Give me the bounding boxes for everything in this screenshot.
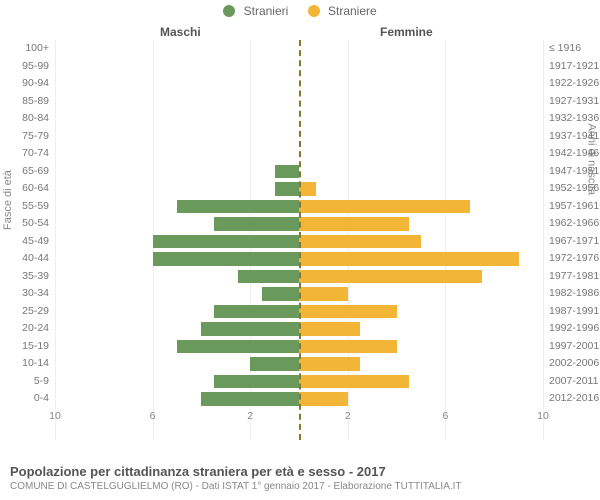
female-bar	[299, 200, 470, 214]
pyramid-chart: 100+≤ 191695-991917-192190-941922-192685…	[55, 40, 543, 440]
age-label: 95-99	[0, 58, 49, 76]
age-label: 85-89	[0, 93, 49, 111]
legend: Stranieri Straniere	[0, 4, 600, 18]
male-bar	[214, 375, 299, 389]
female-bar	[299, 375, 409, 389]
birth-label: 1957-1961	[549, 198, 600, 216]
birth-label: 1962-1966	[549, 215, 600, 233]
birth-label: 1922-1926	[549, 75, 600, 93]
age-label: 75-79	[0, 128, 49, 146]
chart-title: Popolazione per cittadinanza straniera p…	[10, 464, 594, 479]
age-label: 20-24	[0, 320, 49, 338]
male-bar	[262, 287, 299, 301]
birth-label: 2007-2011	[549, 373, 600, 391]
male-bar	[238, 270, 299, 284]
male-bar	[214, 217, 299, 231]
male-bar	[201, 322, 299, 336]
female-bar	[299, 305, 397, 319]
age-label: 65-69	[0, 163, 49, 181]
birth-label: 1982-1986	[549, 285, 600, 303]
legend-male-swatch	[223, 5, 235, 17]
age-label: 55-59	[0, 198, 49, 216]
age-label: 70-74	[0, 145, 49, 163]
birth-label: 1952-1956	[549, 180, 600, 198]
birth-label: 1967-1971	[549, 233, 600, 251]
age-label: 30-34	[0, 285, 49, 303]
x-tick-label: 10	[537, 410, 549, 422]
birth-label: 1927-1931	[549, 93, 600, 111]
x-tick-label: 10	[49, 410, 61, 422]
age-label: 25-29	[0, 303, 49, 321]
birth-label: 1942-1946	[549, 145, 600, 163]
birth-label: 1977-1981	[549, 268, 600, 286]
birth-label: 2002-2006	[549, 355, 600, 373]
male-bar	[214, 305, 299, 319]
birth-label: 1917-1921	[549, 58, 600, 76]
section-title-male: Maschi	[160, 25, 201, 39]
birth-label: 1972-1976	[549, 250, 600, 268]
chart-container: { "legend": { "male": { "label": "Strani…	[0, 0, 600, 500]
female-bar	[299, 322, 360, 336]
birth-label: 1992-1996	[549, 320, 600, 338]
male-bar	[201, 392, 299, 406]
male-bar	[250, 357, 299, 371]
age-label: 35-39	[0, 268, 49, 286]
female-bar	[299, 217, 409, 231]
footer: Popolazione per cittadinanza straniera p…	[10, 464, 594, 492]
female-bar	[299, 252, 519, 266]
age-label: 100+	[0, 40, 49, 58]
male-bar	[275, 165, 299, 179]
birth-label: 1937-1941	[549, 128, 600, 146]
age-label: 80-84	[0, 110, 49, 128]
age-label: 10-14	[0, 355, 49, 373]
birth-label: 2012-2016	[549, 390, 600, 408]
birth-label: 1947-1951	[549, 163, 600, 181]
legend-male: Stranieri	[223, 4, 288, 18]
birth-label: 1987-1991	[549, 303, 600, 321]
female-bar	[299, 287, 348, 301]
female-bar	[299, 392, 348, 406]
legend-female: Straniere	[308, 4, 377, 18]
female-bar	[299, 340, 397, 354]
age-label: 45-49	[0, 233, 49, 251]
age-label: 40-44	[0, 250, 49, 268]
x-tick-label: 6	[442, 410, 448, 422]
legend-female-label: Straniere	[328, 4, 377, 18]
age-label: 90-94	[0, 75, 49, 93]
birth-label: ≤ 1916	[549, 40, 600, 58]
gridline	[543, 40, 544, 440]
age-label: 5-9	[0, 373, 49, 391]
female-bar	[299, 235, 421, 249]
female-bar	[299, 182, 316, 196]
birth-label: 1932-1936	[549, 110, 600, 128]
female-bar	[299, 270, 482, 284]
legend-female-swatch	[308, 5, 320, 17]
male-bar	[275, 182, 299, 196]
x-tick-label: 6	[150, 410, 156, 422]
male-bar	[153, 235, 299, 249]
age-label: 60-64	[0, 180, 49, 198]
chart-subtitle: COMUNE DI CASTELGUGLIELMO (RO) - Dati IS…	[10, 481, 594, 492]
birth-label: 1997-2001	[549, 338, 600, 356]
center-divider	[299, 40, 301, 440]
male-bar	[177, 200, 299, 214]
male-bar	[177, 340, 299, 354]
x-tick-label: 2	[247, 410, 253, 422]
age-label: 50-54	[0, 215, 49, 233]
female-bar	[299, 357, 360, 371]
male-bar	[153, 252, 299, 266]
legend-male-label: Stranieri	[244, 4, 289, 18]
x-tick-label: 2	[345, 410, 351, 422]
age-label: 15-19	[0, 338, 49, 356]
age-label: 0-4	[0, 390, 49, 408]
section-title-female: Femmine	[380, 25, 433, 39]
